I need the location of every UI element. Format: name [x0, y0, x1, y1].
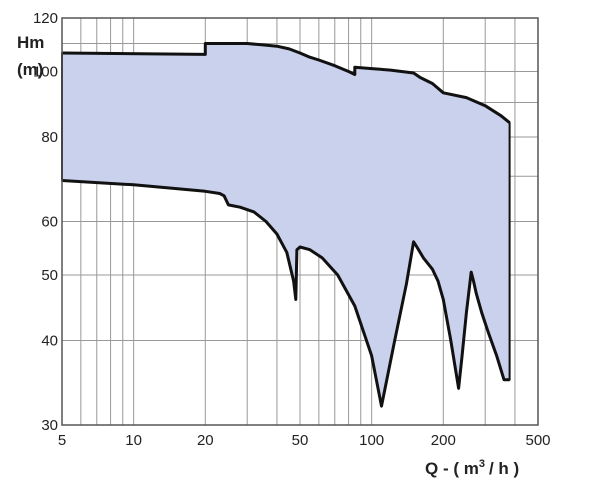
- y-tick-label: 120: [33, 10, 58, 27]
- x-tick-labels: 5 10 20 50 100 200 500: [58, 432, 551, 449]
- x-tick-label: 500: [525, 432, 550, 449]
- x-tick-label: 5: [58, 432, 66, 449]
- y-tick-label: 30: [41, 417, 58, 434]
- operating-envelope-area: [61, 42, 511, 408]
- x-axis-title: Q - ( m3 / h ): [425, 458, 519, 478]
- y-tick-label: 60: [41, 214, 58, 231]
- x-axis-title-superscript: 3: [479, 458, 485, 470]
- x-tick-label: 20: [197, 432, 214, 449]
- x-axis-title-prefix: Q - ( m: [425, 459, 479, 478]
- y-tick-label: 80: [41, 129, 58, 146]
- x-tick-label: 200: [431, 432, 456, 449]
- upper-curve: [61, 42, 511, 124]
- y-axis-title-line2: (m): [17, 60, 43, 79]
- plot-frame: [61, 17, 539, 426]
- lower-curve: [61, 179, 510, 408]
- y-axis-title-line1: Hm: [17, 33, 44, 52]
- x-tick-label: 10: [125, 432, 142, 449]
- x-tick-label: 100: [359, 432, 384, 449]
- x-axis-title-suffix: / h ): [489, 459, 519, 478]
- x-tick-label: 50: [292, 432, 309, 449]
- y-tick-label: 100: [33, 64, 58, 81]
- y-tick-label: 40: [41, 333, 58, 350]
- y-tick-label: 50: [41, 267, 58, 284]
- y-tick-labels: 30 40 50 60 80 100 120: [33, 10, 58, 434]
